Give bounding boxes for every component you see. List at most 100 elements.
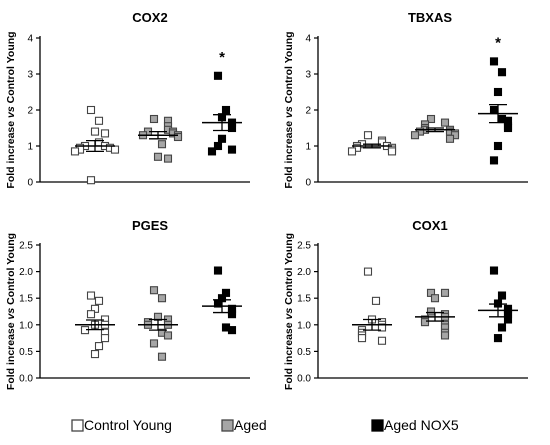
group-aged-nox5 [202,266,242,335]
data-point [497,291,507,300]
y-tick-label: 2.5 [297,241,311,252]
legend-label: Aged NOX5 [384,417,459,433]
data-point [410,131,420,140]
significance-star: * [219,49,225,66]
y-tick-label: 3 [27,70,33,81]
y-axis-label: Fold increase vs Control Young [5,31,17,188]
group-aged [138,114,183,163]
legend-swatch [71,419,84,432]
chart-panel-tbxas: TBXAS Fold increase vs Control Young 0 1 2 3 4… [283,10,528,189]
data-point [493,87,503,97]
y-axis-label: Fold increase vs Control Young [5,233,17,390]
data-point [163,331,173,340]
data-point [426,307,436,316]
y-axis-label-part: Fold increase [283,319,295,390]
y-tick-label: 0.0 [19,374,33,385]
y-tick-label: 1.0 [19,320,33,331]
data-point [157,352,167,361]
data-point [227,326,237,335]
group-aged-nox5 [478,57,518,165]
data-point [213,266,223,275]
group-aged [138,286,178,361]
data-point [213,141,223,151]
data-point [163,154,173,163]
data-point [217,134,227,143]
y-axis-label-part: Fold increase [5,319,17,390]
data-point [387,147,397,156]
y-axis-label: Fold increase vs Control Young [283,31,295,188]
data-point [221,105,231,115]
data-point [363,131,373,140]
y-tick-label: 1.5 [297,294,311,305]
data-point [445,134,455,143]
chart-panel-cox2: COX2 Fold increase vs Control Young 0 1 2 3 4 * [5,10,250,189]
y-axis-label-italic: vs [283,308,295,320]
y-axis-label-part: Fold increase [5,118,17,189]
data-point [493,141,503,151]
group-aged [415,288,455,340]
data-point [227,145,237,154]
legend-label: Aged [234,417,267,433]
y-tick-label: 1 [27,142,33,153]
group-aged-nox5 [478,266,518,343]
group-aged-nox5 [202,71,242,156]
data-point [213,71,223,80]
y-axis-label: Fold increase vs Control Young [283,233,295,390]
data-point [426,114,436,124]
data-point [86,105,96,115]
data-point [86,310,96,319]
data-point [440,331,450,340]
data-point [149,114,159,124]
y-tick-label: 0.5 [297,347,311,358]
group-control-young [347,131,397,156]
legend-swatch [221,419,234,432]
data-point [489,266,499,275]
data-point [149,286,159,295]
data-point [86,176,96,185]
y-axis-label-part: Fold increase [283,118,295,189]
data-point [357,334,367,343]
data-point [377,323,387,332]
legend: Control Young Aged Aged NOX5 [71,417,459,433]
chart-title: TBXAS [408,10,452,25]
data-point [489,156,499,165]
y-axis-label-italic: vs [5,308,17,320]
data-point [100,129,110,138]
data-point [493,334,503,343]
y-tick-label: 1.5 [19,294,33,305]
data-point [497,68,507,77]
data-point [157,294,167,303]
y-axis-label-italic: vs [283,106,295,118]
legend-label: Control Young [84,417,172,433]
data-point [489,105,499,115]
y-tick-label: 3 [305,70,311,81]
group-control-young [75,291,115,359]
significance-star: * [495,34,501,51]
chart-title: PGES [132,218,168,233]
data-point [503,315,513,324]
data-point [497,323,507,332]
group-control-young [352,267,392,345]
y-tick-label: 1 [305,142,311,153]
group-aged [410,114,460,143]
data-point [440,118,450,127]
y-axis-label-part: Control Young [5,233,17,308]
y-tick-label: 0 [305,178,311,189]
data-point [371,296,381,305]
y-tick-label: 0 [27,178,33,189]
chart-title: COX1 [412,218,447,233]
y-tick-label: 0.5 [19,347,33,358]
legend-swatch [371,419,384,432]
y-axis-label-italic: vs [5,106,17,118]
y-tick-label: 2.5 [19,241,33,252]
y-tick-label: 2 [305,106,311,117]
chart-title: COX2 [132,10,167,25]
y-axis-label-part: Control Young [283,233,295,308]
data-point [347,147,357,156]
y-tick-label: 2 [27,106,33,117]
data-point [149,339,159,348]
data-point [94,296,104,305]
